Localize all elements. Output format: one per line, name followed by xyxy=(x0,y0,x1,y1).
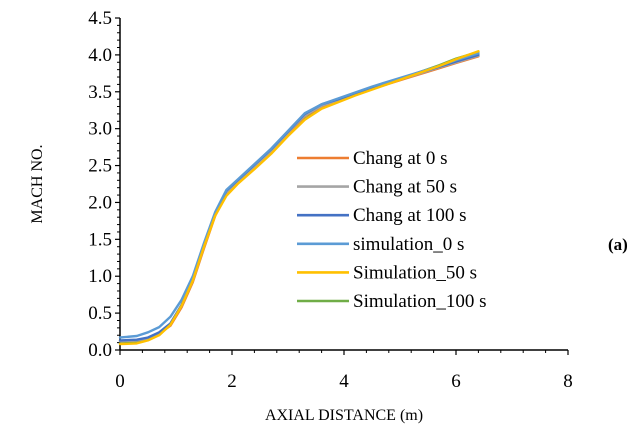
y-tick-label: 3.0 xyxy=(88,119,112,140)
axes: 0.0 0.5 1.0 1.5 2.0 2.5 3.0 3.5 4.0 4.5 0 2 4 6 8 xyxy=(88,8,573,392)
y-tick-label: 3.5 xyxy=(88,82,112,103)
y-tick-label: 2.5 xyxy=(88,156,112,177)
x-tick-label: 0 xyxy=(115,371,125,392)
y-axis-title: MACH NO. xyxy=(29,144,46,223)
y-tick-label: 0.0 xyxy=(88,340,112,361)
y-tick-label: 2.0 xyxy=(88,192,112,213)
y-tick-label: 1.5 xyxy=(88,229,112,250)
legend-label: Chang at 100 s xyxy=(353,205,466,226)
legend-label: Simulation_50 s xyxy=(353,262,477,283)
legend-label: Chang at 50 s xyxy=(353,177,457,198)
legend: Chang at 0 s Chang at 50 s Chang at 100 s s… xyxy=(297,148,487,312)
x-tick-label: 4 xyxy=(339,371,349,392)
x-axis-title: AXIAL DISTANCE (m) xyxy=(265,407,423,424)
legend-label: simulation_0 s xyxy=(353,234,464,255)
x-tick-label: 6 xyxy=(451,371,461,392)
series-line-3 xyxy=(118,52,480,339)
y-tick-label: 0.5 xyxy=(88,303,112,324)
legend-label: Chang at 0 s xyxy=(353,148,447,169)
y-tick-label: 4.5 xyxy=(88,8,112,29)
series-layer xyxy=(118,50,480,346)
panel-label: (a) xyxy=(608,235,628,254)
x-tick-label: 2 xyxy=(227,371,237,392)
series-line-4 xyxy=(118,50,480,346)
legend-label: Simulation_100 s xyxy=(353,291,487,312)
x-tick-label: 8 xyxy=(563,371,573,392)
y-tick-label: 4.0 xyxy=(88,45,112,66)
y-tick-label: 1.0 xyxy=(88,266,112,287)
